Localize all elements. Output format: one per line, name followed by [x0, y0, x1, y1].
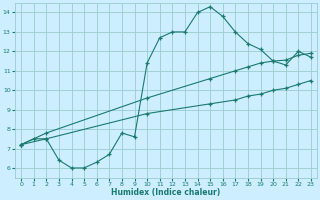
- X-axis label: Humidex (Indice chaleur): Humidex (Indice chaleur): [111, 188, 221, 197]
